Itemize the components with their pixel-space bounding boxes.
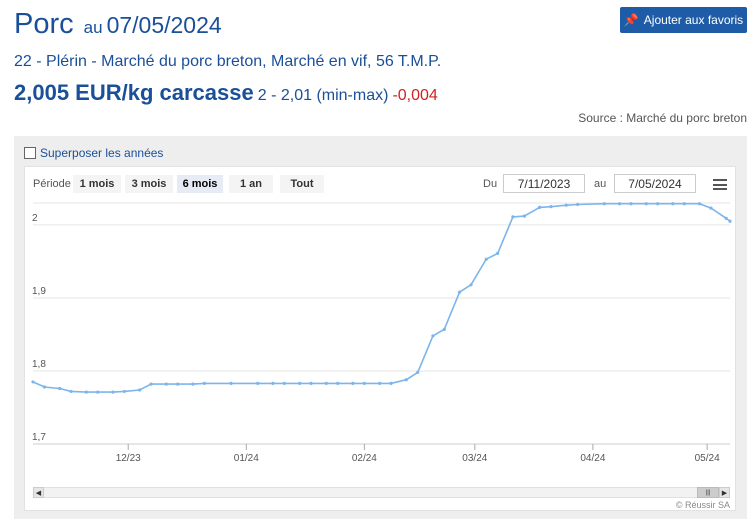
data-point[interactable]	[58, 386, 62, 391]
data-point[interactable]	[496, 251, 500, 255]
market-subtitle: 22 - Plérin - Marché du porc breton, Mar…	[14, 53, 442, 70]
y-tick-label: 2	[32, 213, 38, 224]
data-point[interactable]	[469, 283, 473, 287]
page-title: Porc au 07/05/2024	[14, 8, 222, 41]
y-tick-label: 1,7	[32, 432, 46, 443]
data-point[interactable]	[191, 382, 195, 386]
x-tick-label: 02/24	[352, 453, 377, 464]
data-point[interactable]	[484, 257, 488, 261]
x-tick-label: 04/24	[580, 453, 605, 464]
data-point[interactable]	[431, 334, 435, 338]
checkbox-icon[interactable]	[24, 147, 36, 159]
period-button-1-year[interactable]: 1 an	[229, 175, 273, 193]
price-range: 2 - 2,01 (min-max)	[257, 87, 389, 104]
data-point[interactable]	[728, 219, 732, 223]
data-point[interactable]	[617, 202, 622, 206]
data-point[interactable]	[671, 202, 675, 206]
add-favorite-button[interactable]: 📌 Ajouter aux favoris	[620, 7, 747, 33]
data-point[interactable]	[298, 381, 302, 385]
period-button-1-month[interactable]: 1 mois	[73, 175, 121, 193]
data-point[interactable]	[416, 370, 420, 375]
pin-icon: 📌	[623, 13, 639, 27]
chart-card	[24, 166, 736, 511]
from-label: Du	[483, 178, 498, 190]
data-point[interactable]	[138, 388, 142, 392]
price-delta: -0,004	[392, 87, 438, 104]
data-point[interactable]	[457, 290, 462, 294]
data-point[interactable]	[84, 390, 88, 394]
data-point[interactable]	[697, 202, 702, 206]
data-point[interactable]	[682, 202, 686, 206]
data-point[interactable]	[377, 381, 382, 385]
data-point[interactable]	[96, 390, 100, 394]
period-button-all[interactable]: Tout	[280, 175, 324, 193]
price-line: 2,005 EUR/kg carcasse 2 - 2,01 (min-max) -…	[14, 80, 438, 106]
data-point[interactable]	[256, 381, 260, 385]
period-button-3-months[interactable]: 3 mois	[125, 175, 173, 193]
to-date-input[interactable]: 7/05/2024	[614, 174, 696, 193]
price-value: 2,005 EUR/kg carcasse	[14, 80, 254, 105]
data-point[interactable]	[522, 214, 526, 218]
data-point[interactable]	[389, 381, 393, 385]
data-point[interactable]	[309, 381, 313, 385]
data-point[interactable]	[537, 205, 542, 209]
data-point[interactable]	[602, 202, 606, 206]
data-point[interactable]	[42, 385, 47, 389]
data-point[interactable]	[629, 202, 633, 206]
data-point[interactable]	[362, 381, 366, 385]
data-point[interactable]	[271, 381, 275, 385]
data-point[interactable]	[564, 203, 568, 207]
data-point[interactable]	[324, 381, 328, 385]
data-point[interactable]	[229, 381, 233, 385]
quote-date: 07/05/2024	[106, 12, 222, 38]
credits: © Réussir SA	[675, 500, 730, 510]
data-point[interactable]	[351, 381, 355, 385]
data-point[interactable]	[164, 382, 168, 386]
data-point[interactable]	[149, 382, 153, 386]
grid-lines	[33, 202, 730, 445]
data-point[interactable]	[202, 381, 206, 385]
data-point[interactable]	[724, 216, 728, 220]
data-point[interactable]	[576, 202, 580, 207]
data-point[interactable]	[336, 381, 340, 385]
y-tick-label: 1,9	[32, 286, 46, 297]
data-point[interactable]	[31, 380, 35, 384]
source-label: Source : Marché du porc breton	[578, 111, 747, 125]
data-point[interactable]	[656, 202, 660, 206]
data-point[interactable]	[709, 206, 713, 210]
scroll-left-arrow-icon[interactable]: ◀	[33, 487, 44, 498]
data-point[interactable]	[176, 382, 180, 386]
hamburger-icon[interactable]	[713, 179, 727, 190]
x-tick-label: 01/24	[234, 453, 259, 464]
to-label: au	[594, 178, 607, 190]
data-point[interactable]	[511, 215, 515, 219]
scrollbar-thumb[interactable]: |||	[697, 487, 719, 498]
period-button-6-months[interactable]: 6 mois	[177, 175, 223, 193]
data-point[interactable]	[69, 389, 73, 394]
product-name: Porc	[14, 8, 74, 40]
from-date-input[interactable]: 7/11/2023	[503, 174, 585, 193]
x-tick-label: 05/24	[695, 453, 720, 464]
data-point[interactable]	[644, 202, 648, 206]
x-tick-label: 03/24	[462, 453, 487, 464]
scroll-right-arrow-icon[interactable]: ▶	[719, 487, 730, 498]
data-point[interactable]	[282, 381, 286, 385]
y-axis: 1,7 1,8 1,9 2	[32, 213, 46, 443]
add-favorite-label: Ajouter aux favoris	[643, 13, 744, 27]
data-point[interactable]	[442, 327, 446, 331]
data-point[interactable]	[122, 389, 127, 394]
data-point[interactable]	[111, 390, 115, 394]
au-label: au	[83, 18, 103, 37]
x-axis: 12/23 01/24 02/24 03/24 04/24 05/24	[116, 444, 720, 464]
data-point[interactable]	[549, 205, 553, 209]
y-tick-label: 1,8	[32, 359, 46, 370]
period-label: Période	[33, 178, 71, 190]
overlay-years-label: Superposer les années	[40, 146, 164, 160]
overlay-years-checkbox[interactable]: Superposer les années	[24, 146, 163, 160]
series	[31, 202, 732, 394]
data-point[interactable]	[404, 378, 408, 382]
navigator-scrollbar[interactable]	[33, 487, 730, 498]
x-tick-label: 12/23	[116, 453, 141, 464]
